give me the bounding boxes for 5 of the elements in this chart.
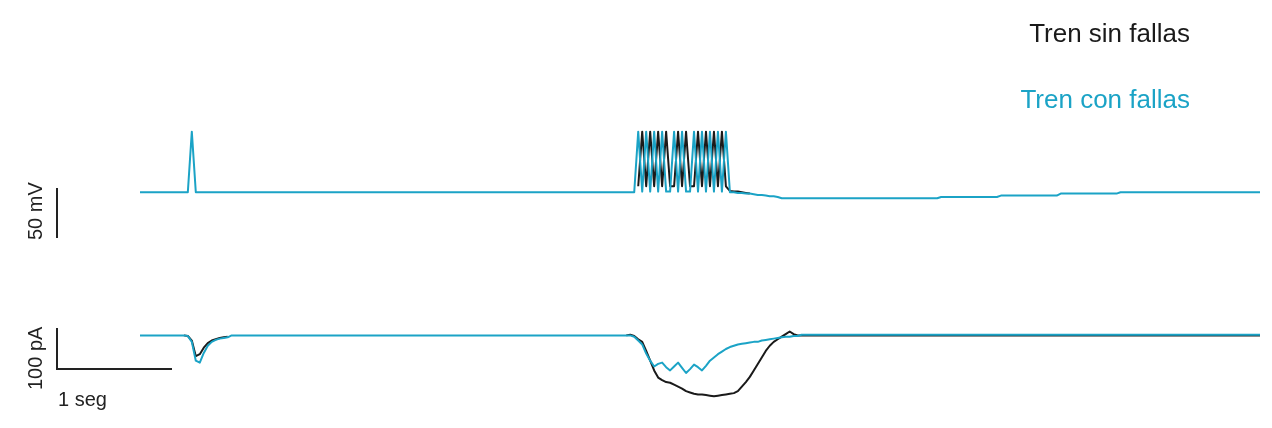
text: 1 seg — [58, 388, 107, 411]
text: Tren sin fallas — [1029, 18, 1190, 49]
text: 100 pA — [24, 326, 47, 390]
text: Tren con fallas — [1020, 84, 1190, 115]
text: 50 mV — [24, 182, 47, 240]
